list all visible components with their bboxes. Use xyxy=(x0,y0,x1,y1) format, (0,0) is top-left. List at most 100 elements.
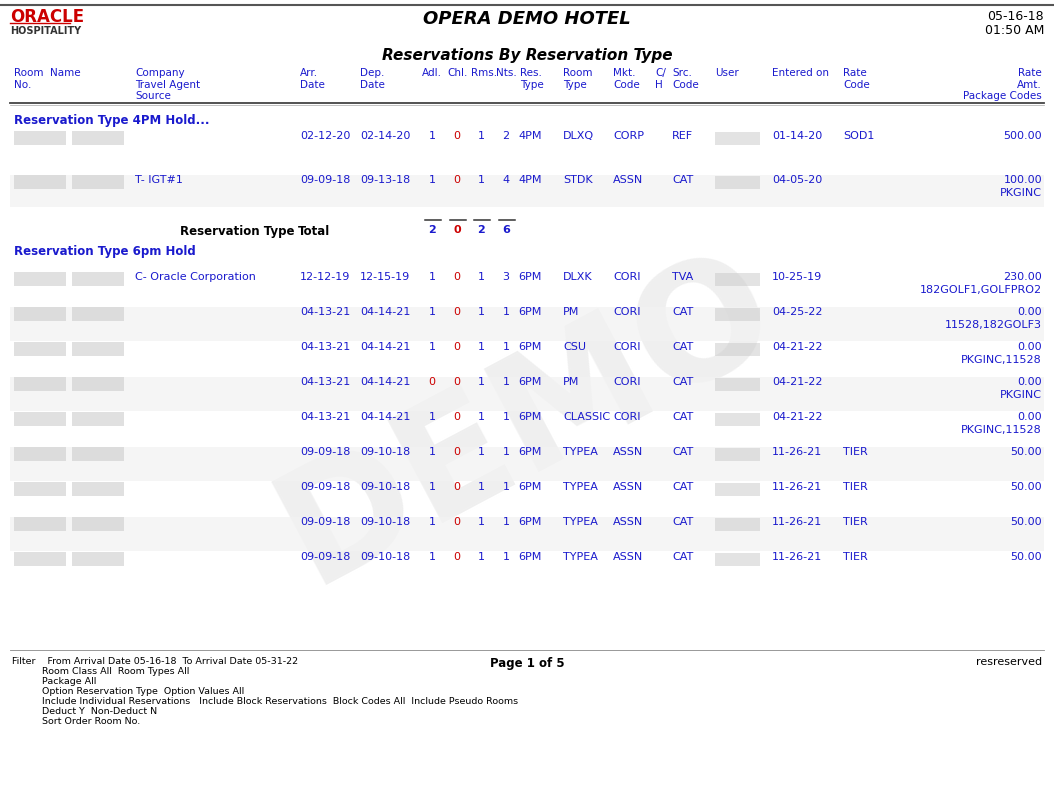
Text: 4PM: 4PM xyxy=(519,175,542,185)
Bar xyxy=(715,448,760,461)
Text: 05-16-18: 05-16-18 xyxy=(988,10,1045,23)
Text: 1: 1 xyxy=(503,307,509,317)
Text: TVA: TVA xyxy=(672,272,694,282)
Text: 0: 0 xyxy=(453,342,461,352)
Text: 0: 0 xyxy=(453,272,461,282)
Text: CSU: CSU xyxy=(563,342,586,352)
Text: 09-10-18: 09-10-18 xyxy=(360,447,410,457)
Text: Adl.: Adl. xyxy=(422,68,442,78)
Bar xyxy=(14,517,66,531)
Text: 1: 1 xyxy=(503,377,509,387)
Bar xyxy=(14,377,66,391)
Text: 6PM: 6PM xyxy=(519,272,542,282)
Text: 1: 1 xyxy=(503,552,509,562)
Text: TYPEA: TYPEA xyxy=(563,517,598,527)
Text: 1: 1 xyxy=(477,342,485,352)
Text: 1: 1 xyxy=(429,517,435,527)
Text: 04-13-21: 04-13-21 xyxy=(300,377,350,387)
Text: 09-09-18: 09-09-18 xyxy=(300,517,350,527)
Bar xyxy=(715,132,760,145)
Bar xyxy=(14,447,66,461)
Text: 09-13-18: 09-13-18 xyxy=(360,175,410,185)
Text: 11528,182GOLF3: 11528,182GOLF3 xyxy=(945,320,1042,330)
Text: TYPEA: TYPEA xyxy=(563,447,598,457)
Bar xyxy=(14,412,66,426)
Text: 04-13-21: 04-13-21 xyxy=(300,307,350,317)
Text: PKGINC,11528: PKGINC,11528 xyxy=(961,355,1042,365)
Bar xyxy=(14,307,66,321)
Text: 04-05-20: 04-05-20 xyxy=(772,175,822,185)
Bar xyxy=(9,307,1045,341)
Text: 100.00: 100.00 xyxy=(1003,175,1042,185)
Text: Company
Travel Agent
Source: Company Travel Agent Source xyxy=(135,68,200,102)
Text: 4: 4 xyxy=(503,175,509,185)
Text: Src.
Code: Src. Code xyxy=(672,68,699,90)
Text: 2: 2 xyxy=(503,131,509,141)
Text: STDK: STDK xyxy=(563,175,592,185)
Bar xyxy=(715,378,760,391)
Text: 02-12-20: 02-12-20 xyxy=(300,131,350,141)
Text: 1: 1 xyxy=(477,447,485,457)
Text: CAT: CAT xyxy=(672,175,694,185)
Text: DLXQ: DLXQ xyxy=(563,131,594,141)
Text: 1: 1 xyxy=(429,307,435,317)
Text: 1: 1 xyxy=(477,517,485,527)
Text: 0: 0 xyxy=(453,377,461,387)
Bar xyxy=(9,447,1045,481)
Text: 1: 1 xyxy=(429,175,435,185)
Text: C/
H: C/ H xyxy=(655,68,666,90)
Text: PKGINC: PKGINC xyxy=(1000,390,1042,400)
Text: Entered on: Entered on xyxy=(772,68,829,78)
Text: 1: 1 xyxy=(503,447,509,457)
Text: CLASSIC: CLASSIC xyxy=(563,412,610,422)
Text: 6: 6 xyxy=(502,225,510,235)
Text: 04-14-21: 04-14-21 xyxy=(360,412,410,422)
Text: 1: 1 xyxy=(477,412,485,422)
Text: 6PM: 6PM xyxy=(519,412,542,422)
Text: 0.00: 0.00 xyxy=(1017,342,1042,352)
Text: 04-14-21: 04-14-21 xyxy=(360,307,410,317)
Bar xyxy=(14,482,66,496)
Text: 04-21-22: 04-21-22 xyxy=(772,412,822,422)
Text: 0: 0 xyxy=(453,225,461,235)
Text: TIER: TIER xyxy=(843,552,867,562)
Text: CORI: CORI xyxy=(613,307,641,317)
Text: 1: 1 xyxy=(503,412,509,422)
Text: Deduct Y  Non-Deduct N: Deduct Y Non-Deduct N xyxy=(12,707,157,716)
Text: Room Class All  Room Types All: Room Class All Room Types All xyxy=(12,667,190,676)
Text: 6PM: 6PM xyxy=(519,342,542,352)
Text: 04-21-22: 04-21-22 xyxy=(772,342,822,352)
Bar xyxy=(715,483,760,496)
Text: 11-26-21: 11-26-21 xyxy=(772,552,822,562)
Text: 4PM: 4PM xyxy=(519,131,542,141)
Text: PKGINC: PKGINC xyxy=(1000,188,1042,198)
Text: 04-14-21: 04-14-21 xyxy=(360,342,410,352)
Text: CAT: CAT xyxy=(672,412,694,422)
Text: CAT: CAT xyxy=(672,307,694,317)
Text: PM: PM xyxy=(563,377,580,387)
Bar xyxy=(72,175,124,189)
Text: 09-09-18: 09-09-18 xyxy=(300,447,350,457)
Text: ASSN: ASSN xyxy=(613,175,643,185)
Text: DEMO: DEMO xyxy=(254,226,800,615)
Text: 1: 1 xyxy=(429,272,435,282)
Text: 11-26-21: 11-26-21 xyxy=(772,517,822,527)
Text: 0: 0 xyxy=(453,517,461,527)
Text: 50.00: 50.00 xyxy=(1011,517,1042,527)
Text: CAT: CAT xyxy=(672,552,694,562)
Text: Include Individual Reservations   Include Block Reservations  Block Codes All  I: Include Individual Reservations Include … xyxy=(12,697,519,706)
Text: 1: 1 xyxy=(477,272,485,282)
Text: 1: 1 xyxy=(477,131,485,141)
Text: SOD1: SOD1 xyxy=(843,131,875,141)
Text: 1: 1 xyxy=(429,412,435,422)
Bar xyxy=(14,342,66,356)
Bar xyxy=(9,377,1045,411)
Text: 0.00: 0.00 xyxy=(1017,307,1042,317)
Text: 12-12-19: 12-12-19 xyxy=(300,272,350,282)
Text: Filter    From Arrival Date 05-16-18  To Arrival Date 05-31-22: Filter From Arrival Date 05-16-18 To Arr… xyxy=(12,657,298,666)
Text: Option Reservation Type  Option Values All: Option Reservation Type Option Values Al… xyxy=(12,687,245,696)
Text: 0: 0 xyxy=(453,175,461,185)
Bar xyxy=(715,413,760,426)
Text: CORI: CORI xyxy=(613,377,641,387)
Text: 2: 2 xyxy=(477,225,485,235)
